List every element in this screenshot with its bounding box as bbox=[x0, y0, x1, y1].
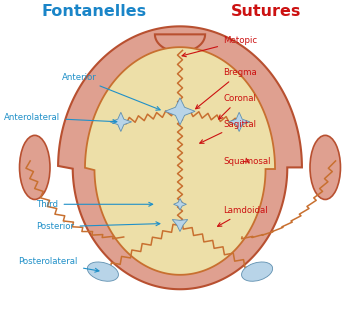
Text: Metopic: Metopic bbox=[182, 36, 257, 57]
Ellipse shape bbox=[310, 135, 341, 199]
Text: Anterior: Anterior bbox=[62, 73, 160, 110]
Ellipse shape bbox=[19, 135, 50, 199]
Polygon shape bbox=[110, 112, 132, 131]
Text: Lamdoidal: Lamdoidal bbox=[217, 206, 267, 226]
Ellipse shape bbox=[87, 262, 118, 281]
Ellipse shape bbox=[242, 262, 273, 281]
Text: Anterolateral: Anterolateral bbox=[4, 113, 117, 123]
Text: Third: Third bbox=[37, 200, 153, 209]
Text: Coronal: Coronal bbox=[219, 94, 256, 119]
Polygon shape bbox=[85, 47, 275, 275]
Text: Posterior: Posterior bbox=[37, 222, 160, 231]
Polygon shape bbox=[228, 112, 250, 131]
Polygon shape bbox=[58, 26, 302, 289]
Text: Bregma: Bregma bbox=[196, 68, 257, 109]
Polygon shape bbox=[165, 98, 195, 125]
Text: Fontanelles: Fontanelles bbox=[41, 4, 147, 19]
Text: Squamosal: Squamosal bbox=[223, 156, 270, 166]
Text: Sagittal: Sagittal bbox=[200, 120, 256, 143]
Polygon shape bbox=[172, 220, 188, 232]
Polygon shape bbox=[155, 34, 205, 52]
Polygon shape bbox=[174, 198, 186, 210]
Text: Sutures: Sutures bbox=[231, 4, 301, 19]
Text: Posterolateral: Posterolateral bbox=[19, 258, 99, 272]
